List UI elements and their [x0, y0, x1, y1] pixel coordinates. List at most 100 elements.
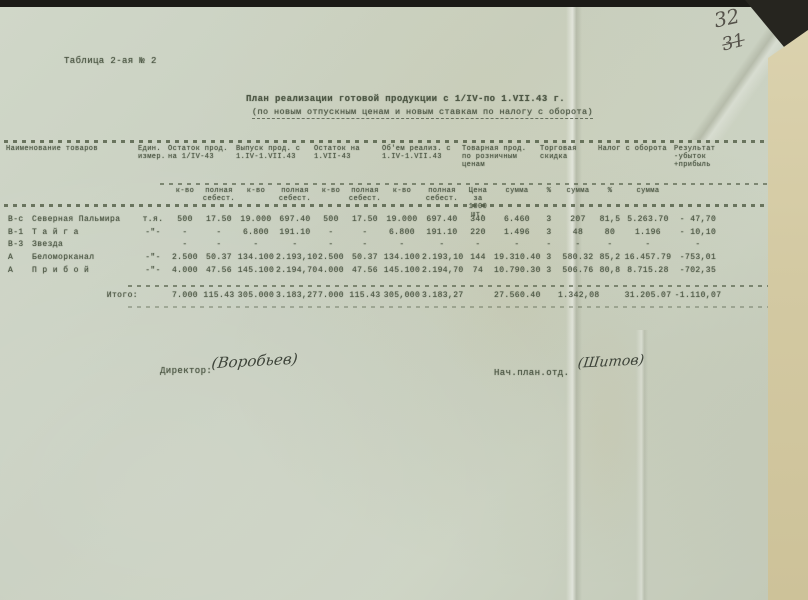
table-cell: 80,8: [599, 266, 621, 275]
table-cell: -: [399, 240, 405, 249]
table-cell: 50.37: [205, 253, 232, 262]
table-cell: А: [8, 253, 14, 262]
table-cell: 81,5: [599, 215, 621, 224]
table-cell: 220: [470, 228, 486, 237]
table-cell: -: [292, 240, 298, 249]
table-cell: 1.196: [634, 228, 661, 237]
totals-cell: 305,000: [383, 291, 421, 300]
totals-cell: 7.000: [317, 291, 344, 300]
table-cell: 506.76: [562, 266, 594, 275]
table-cell: 6.800: [388, 228, 415, 237]
totals-cell: 7.000: [171, 291, 198, 300]
table-cell: 2.194,70: [422, 266, 464, 275]
planning-head-label: Нач.план.отд.: [494, 368, 570, 378]
table-cell: 4.000: [171, 266, 198, 275]
product-name-cell: Беломорканал: [32, 253, 95, 262]
table-cell: -: [575, 240, 581, 249]
table-cell: 19.000: [240, 215, 272, 224]
table-cell: 697.40: [426, 215, 458, 224]
table-row: А Беломорканал -"- 2.500 50.37 134.100 2.193,1…: [6, 252, 746, 263]
table-cell: 17.50: [205, 215, 232, 224]
table-cell: -: [328, 240, 334, 249]
table-cell: 17.50: [351, 215, 378, 224]
column-subheader: полная себест.: [202, 187, 236, 203]
column-subheader: сумма: [505, 187, 529, 195]
table-cell: 1.496: [503, 228, 530, 237]
table-row: В-3 Звезда - - - - - - - - - - - - - - -: [6, 239, 746, 250]
column-subheader: сумма: [636, 187, 660, 195]
table-cell: 2.500: [317, 253, 344, 262]
director-label: Директор:: [160, 366, 213, 376]
table-cell: -: [253, 240, 259, 249]
column-subheader: Цена за 1000 шт.: [468, 187, 488, 219]
totals-cell: 27.560.40: [494, 291, 541, 300]
table-row: В-с Северная Пальмира т.я. 500 17.50 19.000 69…: [6, 214, 746, 225]
totals-cell: 305.000: [237, 291, 275, 300]
table-cell: - 10,10: [679, 228, 717, 237]
totals-divider: [128, 285, 768, 287]
totals-label: Итого:: [106, 291, 138, 300]
table-cell: 2.500: [171, 253, 198, 262]
table-cell: 5.263.70: [627, 215, 669, 224]
table-cell: т.я.: [142, 215, 164, 224]
table-cell: 2.193,10: [422, 253, 464, 262]
table-cell: 6.800: [242, 228, 269, 237]
table-cell: 500: [177, 215, 193, 224]
table-cell: 340: [470, 215, 486, 224]
scanned-page: [0, 6, 808, 600]
column-subheader: к-во: [321, 187, 341, 195]
product-name-cell: П р и б о й: [32, 266, 90, 275]
column-subheader: к-во: [175, 187, 195, 195]
table-cell: 85,2: [599, 253, 621, 262]
table-cell: -753,01: [679, 253, 717, 262]
table-cell: 134.100: [383, 253, 421, 262]
table-cell: 74: [472, 266, 484, 275]
paper-stain: [560, 300, 650, 560]
table-cell: - 47,70: [679, 215, 717, 224]
table-cell: -: [182, 228, 188, 237]
table-cell: -"-: [145, 228, 161, 237]
table-cell: 697.40: [279, 215, 311, 224]
table-cell: 10.790.30: [494, 266, 541, 275]
table-cell: 47.56: [351, 266, 378, 275]
table-cell: -702,35: [679, 266, 717, 275]
column-group-header: Торговая скидка: [540, 145, 577, 161]
underlying-sheet-edge: [768, 30, 808, 600]
column-group-header: Об'ем реализ. с 1.IV-1.VII.43: [382, 145, 452, 161]
table-cell: -: [645, 240, 651, 249]
column-group-header: Наименование товаров: [6, 145, 99, 153]
table-cell: 3: [546, 253, 552, 262]
table-cell: 19.310.40: [494, 253, 541, 262]
table-border-top: [4, 140, 768, 143]
fold-crease: [636, 330, 648, 600]
table-border-bottom: [128, 306, 768, 308]
table-cell: 207: [570, 215, 586, 224]
table-cell: -: [695, 240, 701, 249]
table-cell: 3: [546, 266, 552, 275]
product-name-cell: Т а й г а: [32, 228, 79, 237]
totals-cell: 3.183,27: [422, 291, 464, 300]
table-subheader-row: к-во полная себест. к-во полная себест. к-во…: [6, 187, 746, 219]
table-cell: 19.000: [386, 215, 418, 224]
table-cell: -: [216, 228, 222, 237]
table-header-row: Наименование товаров Един. измер. Остаток …: [6, 145, 746, 169]
column-group-header: Товарная прод. по розничным ценам: [462, 145, 527, 169]
column-group-header: Остаток на 1.VII-43: [314, 145, 361, 161]
totals-cell: 1.342,08: [558, 291, 600, 300]
table-cell: 500: [323, 215, 339, 224]
table-cell: А: [8, 266, 14, 275]
table-cell: В-1: [8, 228, 24, 237]
table-totals-row: Итого: 7.000 115.43 305.000 3.183,27 7.000 115…: [6, 290, 746, 301]
table-cell: 580.32: [562, 253, 594, 262]
table-cell: -: [182, 240, 188, 249]
table-cell: 2.193,10: [276, 253, 318, 262]
table-cell: 3: [546, 228, 552, 237]
header-bottom-border: [4, 204, 768, 207]
fold-crease: [566, 6, 582, 600]
totals-cell: 3.183,27: [276, 291, 318, 300]
table-cell: 191.10: [426, 228, 458, 237]
scan-edge-top: [0, 0, 808, 7]
table-cell: -: [514, 240, 520, 249]
column-subheader: %: [607, 187, 613, 195]
